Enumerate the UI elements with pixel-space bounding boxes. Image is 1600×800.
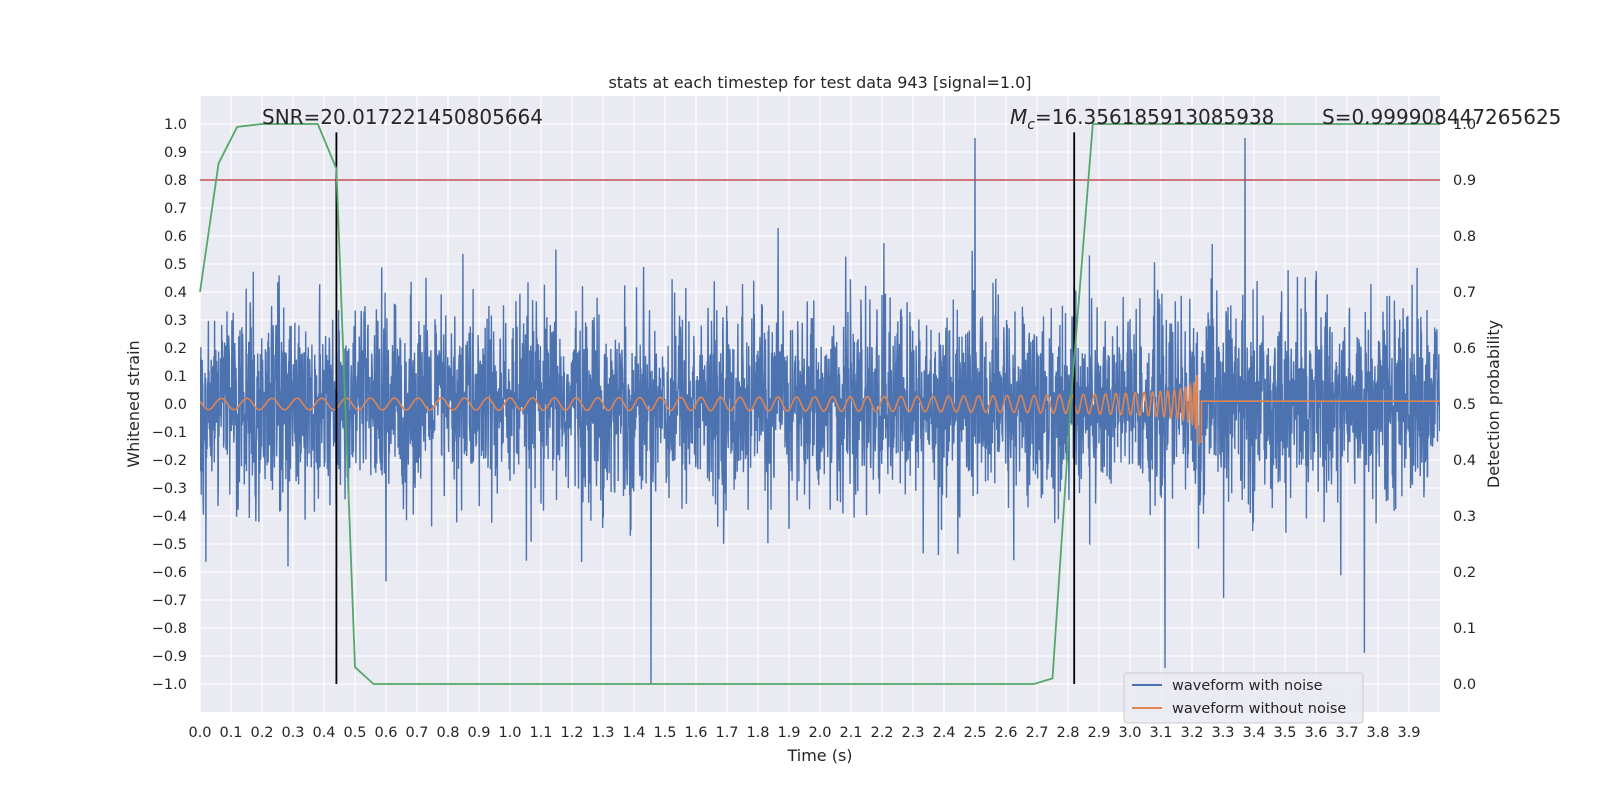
x-tick-label: 0.7 [405,725,428,741]
s-annotation: S=0.999908447265625 [1322,105,1561,129]
x-tick-label: 3.5 [1273,725,1296,741]
x-tick-label: 2.1 [839,725,862,741]
chart-title: stats at each timestep for test data 943… [608,73,1031,92]
x-tick-label: 2.8 [1056,725,1079,741]
x-tick-label: 0.3 [281,725,304,741]
y-tick-label: −0.9 [152,649,187,665]
legend-label-clean: waveform without noise [1172,701,1346,717]
x-axis-label: Time (s) [786,746,852,765]
x-tick-label: 0.1 [219,725,242,741]
x-tick-label: 3.7 [1335,725,1358,741]
x-tick-label: 2.0 [808,725,831,741]
legend-box [1123,672,1364,724]
x-tick-label: 3.0 [1118,725,1141,741]
x-tick-label: 2.6 [994,725,1017,741]
y-right-tick-label: 0.1 [1453,621,1476,637]
y-right-tick-label: 1.0 [1453,117,1476,133]
legend: waveform with noise waveform without noi… [1123,672,1364,724]
x-tick-label: 2.2 [870,725,893,741]
y-tick-label: −0.4 [152,509,187,525]
x-tick-label: 2.3 [901,725,924,741]
y-tick-label: −0.1 [152,425,187,441]
x-tick-label: 1.0 [498,725,521,741]
legend-label-noise: waveform with noise [1172,678,1323,694]
series-layer [200,137,1440,685]
x-tick-label: 1.7 [715,725,738,741]
y-tick-label: 0.8 [164,173,187,189]
y-right-tick-label: 0.0 [1453,677,1476,693]
x-tick-label: 1.6 [684,725,707,741]
y-tick-label: 1.0 [164,117,187,133]
y-right-tick-label: 0.4 [1453,453,1476,469]
x-tick-label: 3.8 [1366,725,1389,741]
y-tick-label: 0.7 [164,201,187,217]
y-axis-label: Whitened strain [124,340,143,467]
y-tick-label: −0.3 [152,481,187,497]
x-tick-label: 0.9 [467,725,490,741]
x-tick-label: 1.2 [560,725,583,741]
x-tick-label: 1.3 [591,725,614,741]
x-tick-label: 0.5 [343,725,366,741]
chirp-mass-symbol: M [1010,105,1027,129]
x-tick-label: 0.6 [374,725,397,741]
ticks: 0.0 0.1 0.2 0.3 0.4 0.5 0.6 0.7 0.8 0.9 1.0 1.1 1.2 1… [152,117,1476,741]
y-right-tick-label: 0.7 [1453,285,1476,301]
x-tick-label: 2.7 [1025,725,1048,741]
y-right-tick-label: 0.2 [1453,565,1476,581]
x-tick-label: 3.3 [1211,725,1234,741]
y-tick-label: 0.2 [164,341,187,357]
x-tick-label: 2.9 [1087,725,1110,741]
y-tick-label: 0.3 [164,313,187,329]
series-waveform-without-noise [200,374,1440,443]
series-waveform-with-noise [200,137,1440,685]
y-right-tick-label: 0.5 [1453,397,1476,413]
snr-annotation: SNR=20.017221450805664 [262,105,543,129]
y-tick-label: −1.0 [152,677,187,693]
chirp-mass-annotation: Mc=16.356185913085938 [1010,105,1274,133]
x-tick-label: 3.2 [1180,725,1203,741]
x-tick-label: 3.9 [1397,725,1420,741]
y-right-axis-label: Detection probability [1484,320,1503,488]
y-tick-label: 0.4 [164,285,187,301]
chirp-mass-subscript: c [1027,117,1035,133]
overlay-layer [199,123,1440,685]
y-tick-label: 0.0 [164,397,187,413]
y-right-tick-label: 0.6 [1453,341,1476,357]
x-tick-label: 2.5 [963,725,986,741]
x-tick-label: 1.5 [653,725,676,741]
y-tick-label: −0.6 [152,565,187,581]
y-tick-label: −0.5 [152,537,187,553]
x-tick-label: 1.8 [746,725,769,741]
y-right-tick-label: 0.3 [1453,509,1476,525]
x-tick-label: 0.8 [436,725,459,741]
y-tick-label: 0.9 [164,145,187,161]
y-tick-label: 0.1 [164,369,187,385]
y-tick-label: −0.8 [152,621,187,637]
x-tick-label: 3.4 [1242,725,1265,741]
chirp-mass-value: =16.356185913085938 [1035,105,1274,129]
x-tick-label: 2.4 [932,725,955,741]
y-tick-label: −0.7 [152,593,187,609]
x-tick-label: 0.4 [312,725,335,741]
y-right-tick-label: 0.8 [1453,229,1476,245]
x-tick-label: 3.1 [1149,725,1172,741]
x-tick-label: 1.1 [529,725,552,741]
x-tick-label: 0.0 [188,725,211,741]
x-tick-label: 1.9 [777,725,800,741]
x-tick-label: 0.2 [250,725,273,741]
x-tick-label: 1.4 [622,725,645,741]
y-tick-label: 0.5 [164,257,187,273]
y-tick-label: 0.6 [164,229,187,245]
series-detection-probability [199,123,1440,685]
y-tick-label: −0.2 [152,453,187,469]
x-tick-label: 3.6 [1304,725,1327,741]
y-right-tick-label: 0.9 [1453,173,1476,189]
